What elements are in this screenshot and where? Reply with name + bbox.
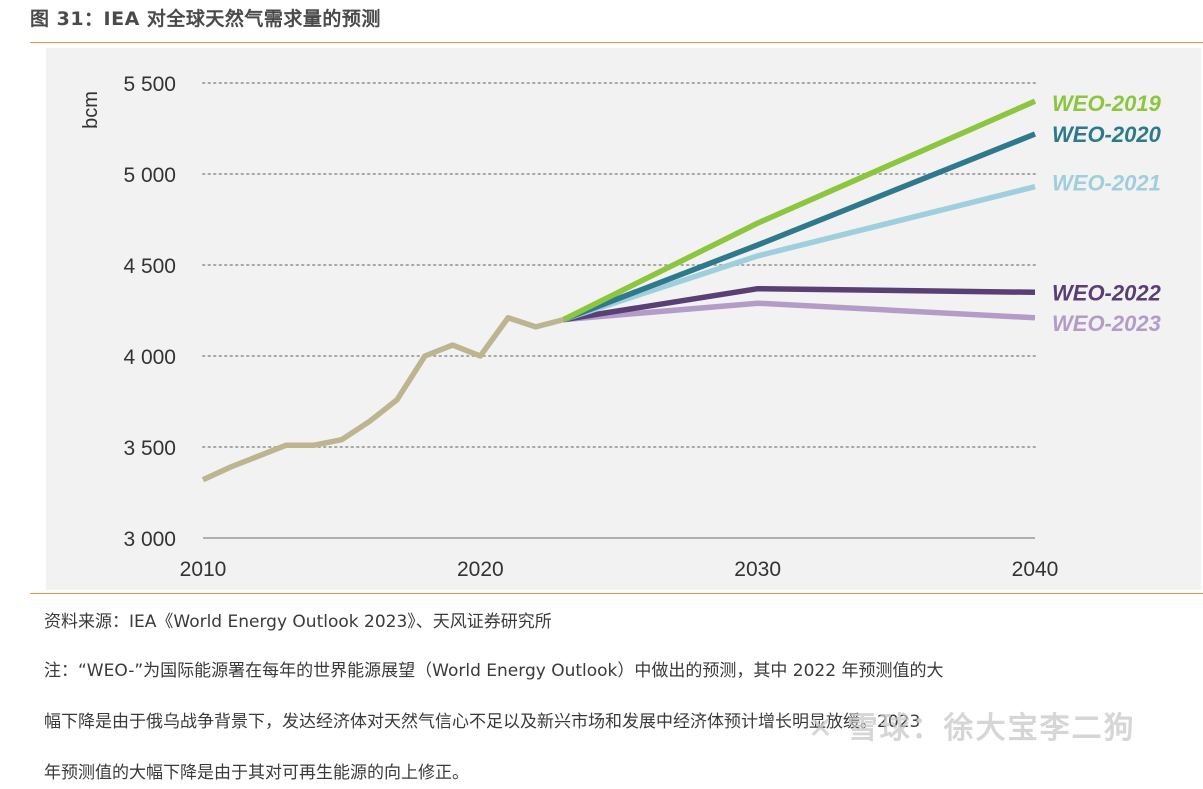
note-line-1: 注：“WEO-”为国际能源署在每年的世界能源展望（World Energy Ou… bbox=[44, 661, 944, 681]
top-rule bbox=[30, 42, 1203, 43]
x-tick-label: 2030 bbox=[734, 558, 781, 581]
bottom-rule bbox=[30, 593, 1203, 594]
source-note: 资料来源：IEA《World Energy Outlook 2023》、天风证券… bbox=[44, 612, 552, 632]
note-line-3: 年预测值的大幅下降是由于其对可再生能源的向上修正。 bbox=[44, 763, 469, 783]
legend-labels: WEO-2019 WEO-2020 WEO-2021 WEO-2022 WEO-2023 bbox=[1052, 91, 1162, 336]
watermark-text: ✕ 雪球：徐大宝李二狗 bbox=[808, 703, 1136, 747]
x-tick-label: 2040 bbox=[1012, 558, 1059, 581]
y-axis-title: bcm bbox=[80, 91, 102, 129]
note-line-2: 幅下降是由于俄乌战争背景下，发达经济体对天然气信心不足以及新兴市场和发展中经济体… bbox=[44, 712, 921, 732]
series-line-weo-2020 bbox=[562, 131, 1037, 323]
series-line-weo-2023 bbox=[563, 300, 1036, 323]
line-chart: 3 000 3 500 4 000 4 500 5 000 5 500 2010 2020 20… bbox=[46, 48, 1201, 590]
xueqiu-logo-icon: ✕ bbox=[808, 711, 836, 746]
figure-title: 图 31：IEA 对全球天然气需求量的预测 bbox=[30, 8, 381, 30]
legend-label-weo-2019: WEO-2019 bbox=[1052, 91, 1162, 116]
series-line-weo-2022 bbox=[563, 285, 1036, 323]
y-tick-label: 5 500 bbox=[123, 73, 176, 96]
x-tick-label: 2010 bbox=[180, 558, 227, 581]
legend-label-weo-2020: WEO-2020 bbox=[1052, 122, 1162, 147]
tick-labels: 3 000 3 500 4 000 4 500 5 000 5 500 2010 2020 20… bbox=[123, 73, 1058, 581]
series-line-historical bbox=[201, 315, 565, 483]
y-tick-label: 4 500 bbox=[123, 255, 176, 278]
y-tick-label: 3 000 bbox=[123, 528, 176, 551]
legend-label-weo-2023: WEO-2023 bbox=[1052, 311, 1161, 336]
x-tick-label: 2020 bbox=[457, 558, 504, 581]
legend-label-weo-2022: WEO-2022 bbox=[1052, 280, 1162, 305]
grid-lines bbox=[202, 82, 1036, 539]
legend-label-weo-2021: WEO-2021 bbox=[1052, 171, 1161, 196]
series-line-weo-2021 bbox=[562, 184, 1036, 323]
watermark-label: 雪球：徐大宝李二狗 bbox=[847, 711, 1136, 746]
series-lines bbox=[201, 98, 1037, 483]
y-tick-label: 5 000 bbox=[123, 164, 176, 187]
series-line-weo-2019 bbox=[562, 98, 1037, 323]
y-tick-label: 4 000 bbox=[123, 346, 176, 369]
y-tick-label: 3 500 bbox=[123, 437, 176, 460]
